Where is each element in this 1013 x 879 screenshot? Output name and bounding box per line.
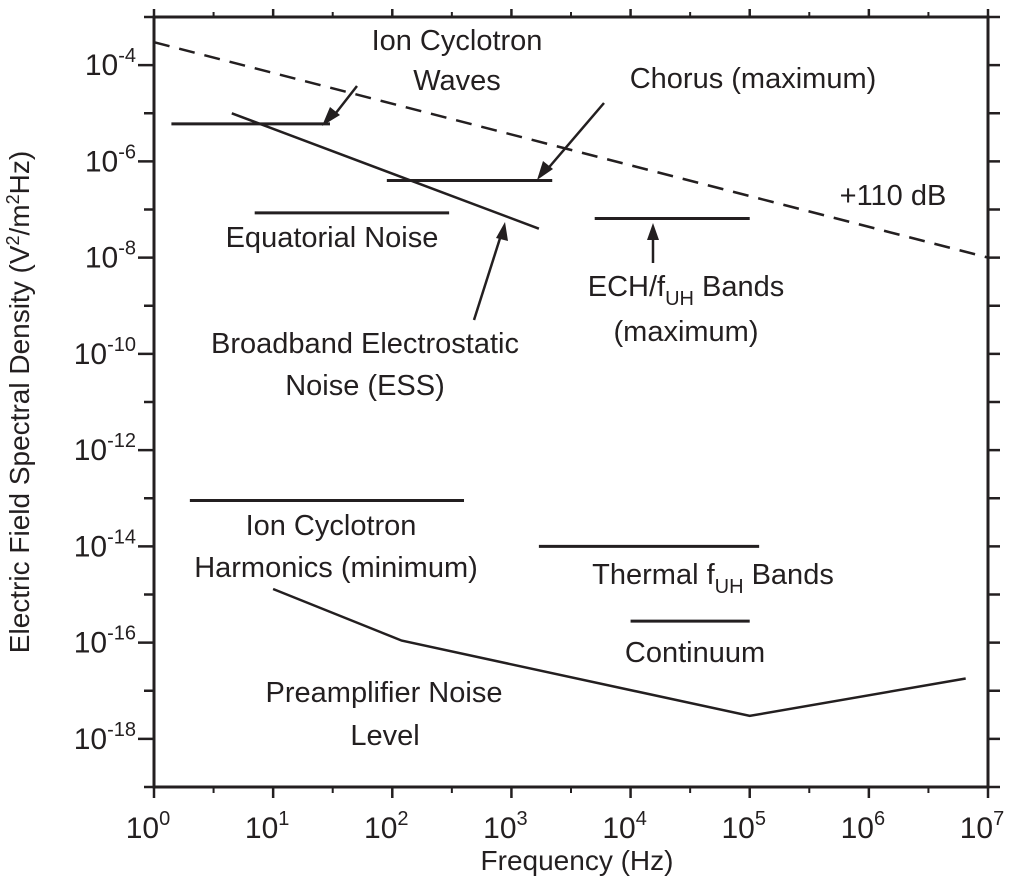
label-thermal-bands: Thermal fUH Bands	[592, 559, 834, 598]
label-ech-bands: ECH/fUH Bands	[588, 271, 785, 310]
y-tick-label: 10-4	[85, 45, 136, 82]
label-ion-cyclotron-harmonics-1: Ion Cyclotron	[246, 510, 417, 542]
label-ion-cyclotron-harmonics-2: Harmonics (minimum)	[194, 552, 478, 584]
series-line-2	[272, 587, 966, 718]
x-tick-label: 100	[126, 808, 171, 845]
x-tick-labels: 100 101 102 103 104 105 106 107	[126, 808, 1005, 845]
y-tick-label: 10-18	[74, 719, 136, 756]
label-ech-maximum: (maximum)	[614, 316, 759, 348]
x-tick-label: 107	[960, 808, 1005, 845]
series-line-1	[231, 112, 540, 230]
y-tick-label: 10-12	[74, 430, 136, 467]
arrowhead-broadband	[496, 222, 508, 241]
label-ion-cyclotron-waves-2: Waves	[413, 65, 501, 97]
x-tick-label: 106	[841, 808, 886, 845]
band-layer	[171, 122, 760, 623]
label-ion-cyclotron-waves-1: Ion Cyclotron	[372, 25, 543, 57]
label-equatorial-noise: Equatorial Noise	[226, 222, 439, 254]
y-axis-title: Electric Field Spectral Density (V2/m2Hz…	[3, 151, 35, 653]
label-broadband-1: Broadband Electrostatic	[211, 328, 519, 360]
label-preamplifier-1: Preamplifier Noise	[266, 677, 503, 709]
arrow-chorus	[544, 102, 605, 173]
x-tick-label: 103	[483, 808, 528, 845]
x-tick-label: 102	[364, 808, 409, 845]
annotation-arrows	[322, 85, 659, 321]
y-tick-label: 10-14	[74, 526, 136, 563]
plot-frame	[152, 15, 990, 789]
series-layer	[153, 40, 989, 718]
label-broadband-2: Noise (ESS)	[285, 370, 445, 402]
arrowhead-ech	[647, 223, 659, 240]
label-plus-110-db: +110 dB	[840, 180, 947, 212]
series-line-0	[153, 40, 989, 259]
y-tick-label: 10-10	[74, 334, 136, 371]
y-tick-label: 10-8	[85, 238, 136, 275]
x-tick-label: 105	[721, 808, 766, 845]
y-tick-label: 10-6	[85, 141, 136, 178]
label-chorus: Chorus (maximum)	[630, 63, 877, 95]
y-tick-label: 10-16	[74, 623, 136, 660]
y-tick-labels: 10-4 10-6 10-8 10-10 10-12 10-14 10-16 10-18	[74, 45, 136, 756]
arrowhead-chorus	[537, 161, 553, 180]
label-continuum: Continuum	[625, 637, 765, 669]
arrow-broadband	[472, 231, 504, 321]
label-preamplifier-2: Level	[350, 720, 419, 752]
x-tick-label: 101	[245, 808, 290, 845]
x-axis-title: Frequency (Hz)	[481, 845, 674, 876]
arrowhead-ion-cyclotron-waves	[322, 107, 340, 126]
x-tick-label: 104	[602, 808, 647, 845]
